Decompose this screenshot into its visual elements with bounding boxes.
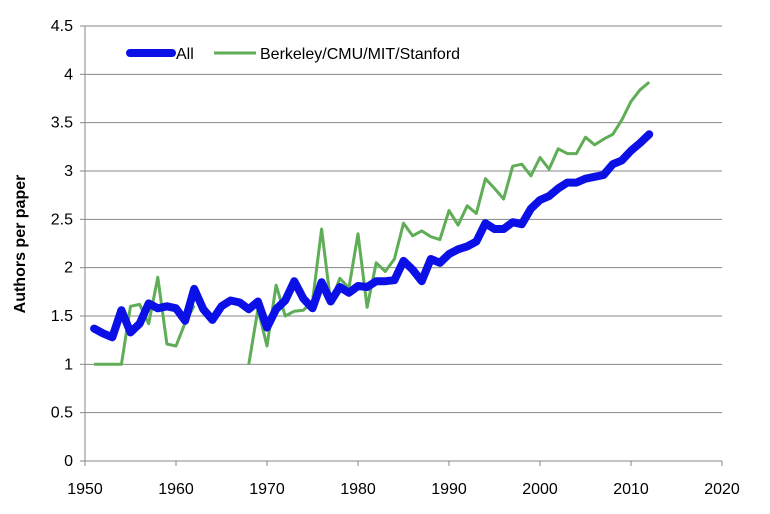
y-tick-label: 1: [64, 356, 73, 373]
series-lines: [90, 80, 654, 366]
y-axis-label: Authors per paper: [12, 175, 29, 314]
y-tick-labels: 0 0.5 1 1.5 2 2.5 3 3.5 4 4.5: [51, 18, 73, 470]
gridlines: [80, 25, 723, 466]
series-line-berkeley-cmu-mit-stanford: [247, 80, 651, 365]
legend-label-berkeley-cmu-mit-stanford: Berkeley/CMU/MIT/Stanford: [260, 46, 460, 63]
x-tick-label: 1950: [67, 481, 103, 498]
legend-label-all: All: [176, 46, 194, 63]
x-tick-label: 2000: [522, 481, 558, 498]
legend: All Berkeley/CMU/MIT/Stanford: [126, 46, 460, 63]
y-tick-label: 2: [64, 260, 73, 277]
y-tick-label: 0.5: [51, 405, 73, 422]
y-tick-label: 2.5: [51, 211, 73, 228]
y-tick-label: 4: [64, 66, 73, 83]
series-line-all: [90, 130, 654, 342]
y-tick-label: 3.5: [51, 115, 73, 132]
y-tick-label: 0: [64, 453, 73, 470]
x-tick-label: 1980: [340, 481, 376, 498]
x-tick-label: 1990: [431, 481, 467, 498]
axes: [84, 26, 722, 462]
y-tick-label: 4.5: [51, 18, 73, 35]
y-tick-label: 1.5: [51, 308, 73, 325]
x-tick-label: 1970: [249, 481, 285, 498]
x-tick-label: 2010: [613, 481, 649, 498]
x-tick-label: 2020: [704, 481, 740, 498]
x-tick-labels: 1950 1960 1970 1980 1990 2000 2010 2020: [67, 481, 740, 498]
y-tick-label: 3: [64, 163, 73, 180]
x-tick-label: 1960: [158, 481, 194, 498]
